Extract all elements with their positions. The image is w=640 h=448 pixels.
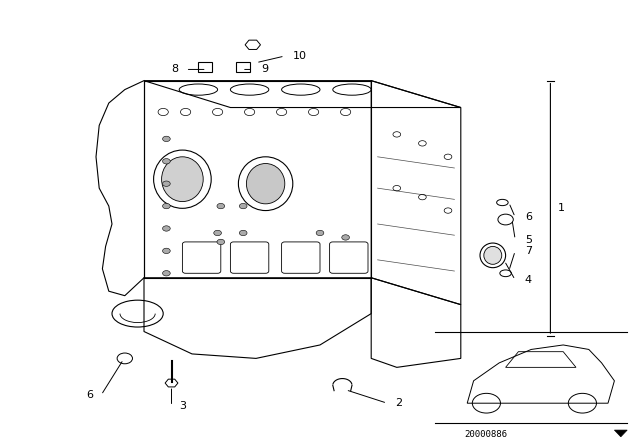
Circle shape xyxy=(316,230,324,236)
Text: 6: 6 xyxy=(525,212,532,222)
Ellipse shape xyxy=(484,246,502,264)
Ellipse shape xyxy=(161,157,204,202)
Circle shape xyxy=(217,203,225,209)
Circle shape xyxy=(163,226,170,231)
Circle shape xyxy=(239,203,247,209)
Text: 8: 8 xyxy=(171,65,178,74)
Circle shape xyxy=(163,271,170,276)
Text: 2: 2 xyxy=(396,398,403,408)
Circle shape xyxy=(214,230,221,236)
Polygon shape xyxy=(614,430,627,437)
Text: 9: 9 xyxy=(261,65,268,74)
Text: 10: 10 xyxy=(293,51,307,61)
Circle shape xyxy=(342,235,349,240)
Text: 3: 3 xyxy=(179,401,186,411)
Circle shape xyxy=(163,159,170,164)
Circle shape xyxy=(217,239,225,245)
Circle shape xyxy=(239,230,247,236)
Text: 4: 4 xyxy=(525,275,532,285)
Circle shape xyxy=(163,181,170,186)
Text: 1: 1 xyxy=(558,203,565,213)
Text: 7: 7 xyxy=(525,246,532,256)
Text: 5: 5 xyxy=(525,235,532,245)
Ellipse shape xyxy=(246,164,285,204)
Bar xyxy=(236,62,250,72)
Text: 6: 6 xyxy=(86,390,93,400)
Bar xyxy=(198,62,212,72)
Circle shape xyxy=(163,136,170,142)
Text: 20000886: 20000886 xyxy=(464,430,507,439)
Circle shape xyxy=(163,203,170,209)
Circle shape xyxy=(163,248,170,254)
